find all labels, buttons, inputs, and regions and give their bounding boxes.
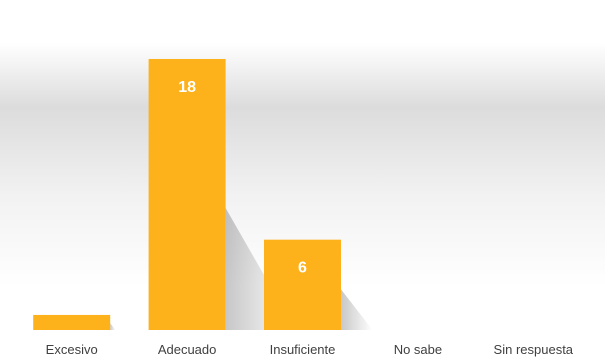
bar-shadow [341,289,373,330]
bar-shadow [110,323,116,330]
bar-adecuado [148,59,226,330]
category-labels: Excesivo Adecuado Insuficiente No sabe Sin r… [46,342,574,357]
category-label: Adecuado [158,342,217,357]
data-labels: 1 18 6 0 0 [67,79,538,315]
data-label: 0 [413,298,422,315]
category-label: No sabe [394,342,442,357]
category-label: Insuficiente [270,342,336,357]
category-label: Excesivo [46,342,98,357]
data-label: 18 [178,79,196,96]
bars [33,59,341,330]
data-label: 1 [67,298,76,315]
data-label: 0 [529,298,538,315]
bar-excesivo [33,314,111,330]
data-label: 6 [298,260,307,277]
category-label: Sin respuesta [494,342,574,357]
bar-insuficiente [264,239,341,330]
